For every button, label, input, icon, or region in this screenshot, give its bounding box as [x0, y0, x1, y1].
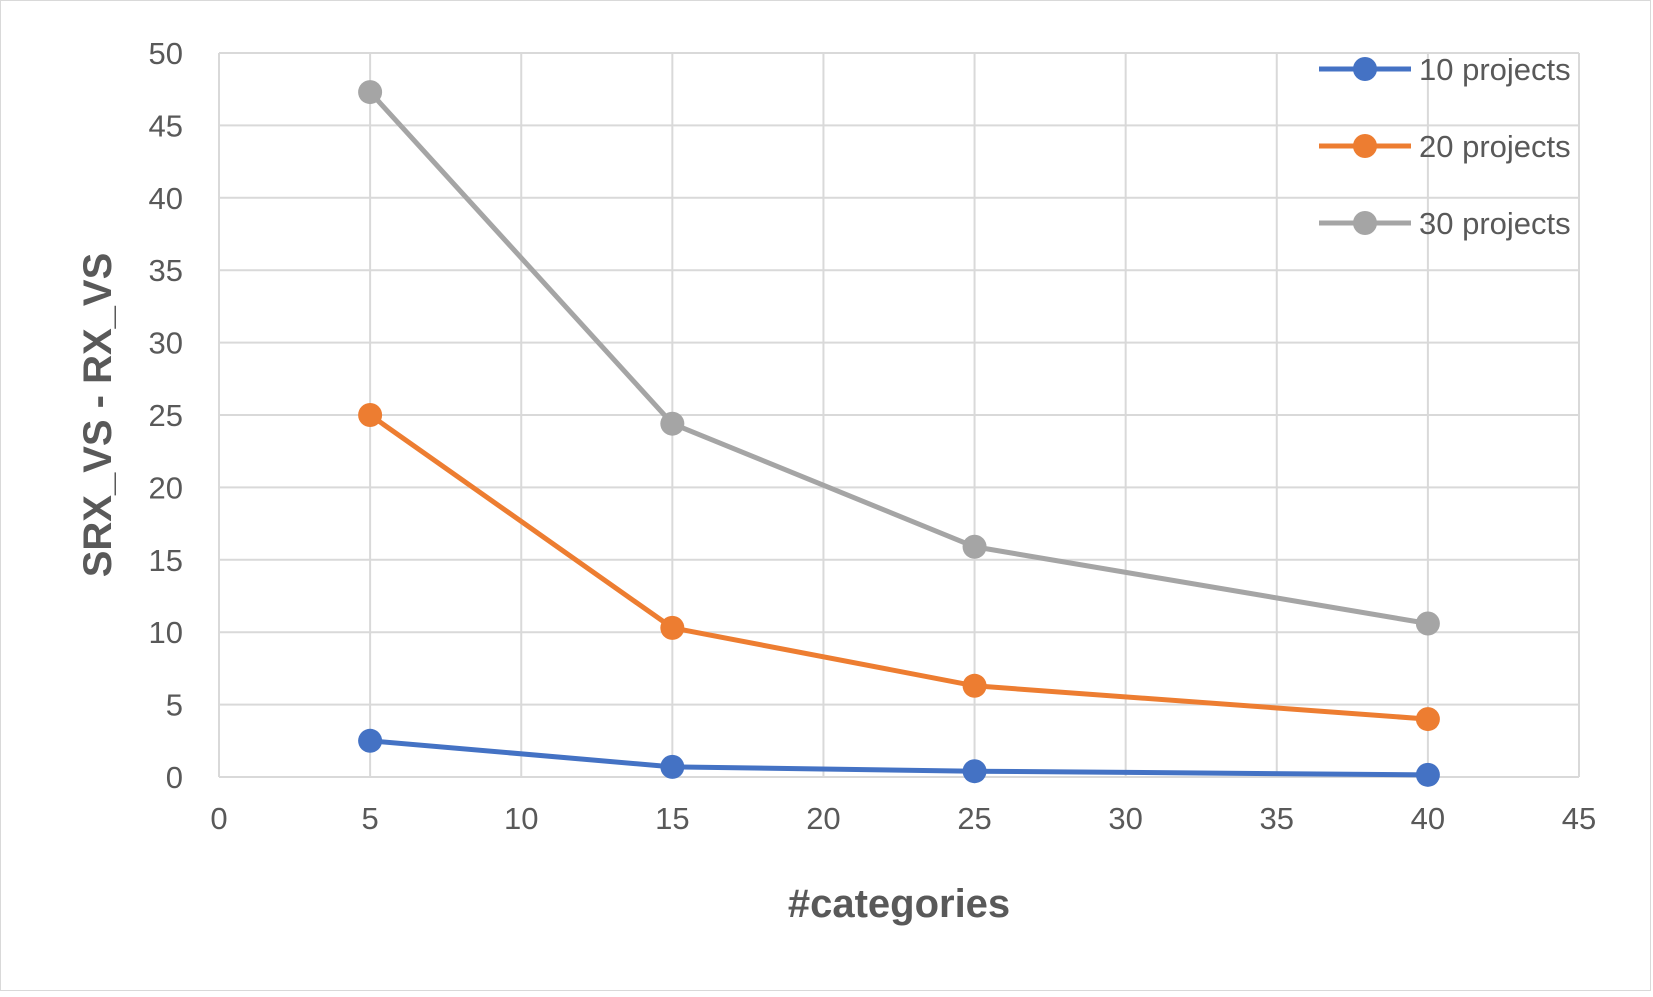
data-point	[660, 411, 685, 436]
series-lines	[358, 80, 1440, 787]
data-point	[962, 534, 987, 559]
legend: 10 projects 20 projects 30 projects	[1319, 52, 1571, 241]
x-tick-label: 15	[655, 801, 689, 836]
y-axis-title: SRX_VS - RX_VS	[76, 253, 120, 578]
y-tick-label: 5	[166, 688, 183, 723]
y-tick-label: 45	[149, 108, 183, 143]
y-tick-label: 50	[149, 36, 183, 71]
series-line	[367, 412, 1431, 722]
y-tick-label: 0	[166, 760, 183, 795]
gridlines	[218, 52, 1580, 778]
x-axis-ticks: 0 5 10 15 20 25 30 35 40 45	[210, 801, 1596, 836]
x-tick-label: 35	[1260, 801, 1294, 836]
legend-entry: 30 projects	[1319, 206, 1571, 241]
x-tick-label: 5	[361, 801, 378, 836]
legend-label: 30 projects	[1419, 206, 1571, 241]
series-line	[367, 738, 1431, 778]
data-point	[1415, 762, 1440, 787]
series-line	[367, 89, 1431, 627]
x-axis-title: #categories	[788, 882, 1010, 926]
y-tick-label: 10	[149, 615, 183, 650]
data-point	[358, 728, 383, 753]
series-1	[358, 728, 1440, 787]
legend-marker	[1353, 57, 1377, 81]
x-tick-label: 30	[1108, 801, 1142, 836]
x-tick-label: 10	[504, 801, 538, 836]
y-tick-label: 30	[149, 326, 183, 361]
data-point	[1415, 707, 1440, 732]
series-3	[358, 80, 1440, 636]
y-axis-ticks: 0 5 10 15 20 25 30 35 40 45 50	[149, 36, 183, 795]
data-point	[660, 754, 685, 779]
x-tick-label: 40	[1411, 801, 1445, 836]
legend-marker	[1353, 211, 1377, 235]
y-tick-label: 15	[149, 543, 183, 578]
x-tick-label: 45	[1562, 801, 1596, 836]
y-tick-label: 25	[149, 398, 183, 433]
data-point	[962, 759, 987, 784]
data-point	[962, 673, 987, 698]
y-tick-label: 20	[149, 470, 183, 505]
legend-marker	[1353, 134, 1377, 158]
y-tick-label: 35	[149, 253, 183, 288]
series-2	[358, 403, 1440, 732]
y-tick-label: 40	[149, 181, 183, 216]
legend-entry: 20 projects	[1319, 129, 1571, 164]
x-tick-label: 20	[806, 801, 840, 836]
legend-label: 10 projects	[1419, 52, 1571, 87]
legend-label: 20 projects	[1419, 129, 1571, 164]
data-point	[358, 403, 383, 427]
data-point	[660, 615, 685, 640]
data-point	[1415, 611, 1440, 636]
legend-entry: 10 projects	[1319, 52, 1571, 87]
data-point	[358, 80, 383, 105]
x-tick-label: 0	[210, 801, 227, 836]
x-tick-label: 25	[957, 801, 991, 836]
